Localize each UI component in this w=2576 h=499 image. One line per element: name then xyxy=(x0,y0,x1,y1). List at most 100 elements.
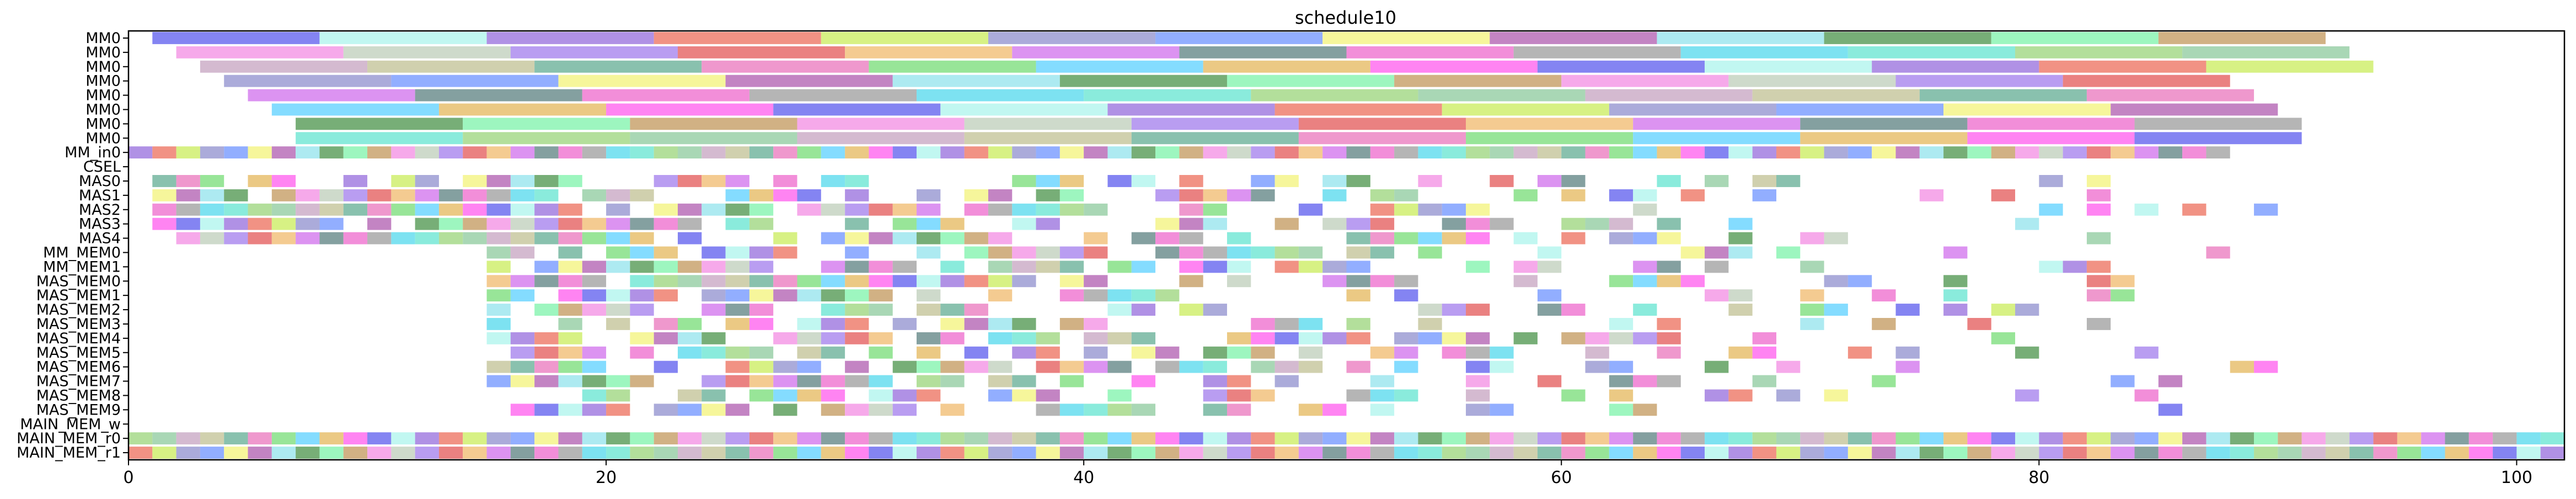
task-bar xyxy=(630,146,654,159)
task-bar xyxy=(1991,146,2016,159)
task-bar xyxy=(510,332,535,344)
y-tick-label: MM0 xyxy=(85,73,121,90)
task-bar xyxy=(1346,175,1370,187)
task-bar xyxy=(1633,203,1657,216)
task-bar xyxy=(296,189,320,201)
task-bar xyxy=(1322,447,1347,459)
task-bar xyxy=(1012,447,1036,459)
task-bar xyxy=(1800,118,1968,130)
y-tick-label: MM0 xyxy=(85,115,121,132)
task-bar xyxy=(1251,432,1275,445)
task-bar xyxy=(1394,447,1418,459)
task-bar xyxy=(534,60,702,73)
task-bar xyxy=(940,447,965,459)
task-bar xyxy=(1227,146,1251,159)
task-bar xyxy=(438,232,463,245)
task-bar xyxy=(701,346,726,359)
task-bar xyxy=(1442,217,1466,230)
task-bar xyxy=(892,318,917,330)
task-bar xyxy=(725,203,749,216)
task-bar xyxy=(1012,389,1036,402)
task-bar xyxy=(1442,103,1609,116)
task-bar xyxy=(1155,189,1180,201)
task-bar xyxy=(510,146,535,159)
task-bar xyxy=(797,389,821,402)
task-bar xyxy=(1657,261,1681,273)
task-bar xyxy=(773,289,797,302)
task-bar xyxy=(725,404,749,416)
task-bar xyxy=(749,389,774,402)
task-bar xyxy=(606,246,630,259)
task-bar xyxy=(1633,404,1657,416)
task-bar xyxy=(1203,146,1227,159)
task-bar xyxy=(224,75,392,87)
task-bar xyxy=(1298,246,1323,259)
task-bar xyxy=(2039,175,2063,187)
task-bar xyxy=(797,318,821,330)
task-bar xyxy=(2134,118,2302,130)
task-bar xyxy=(1776,146,1801,159)
task-bar xyxy=(1084,432,1108,445)
task-bar xyxy=(1824,304,1848,316)
task-bar xyxy=(1537,60,1705,73)
task-bar xyxy=(2134,146,2159,159)
task-bar xyxy=(821,275,845,288)
task-bar xyxy=(1490,346,1514,359)
task-bar xyxy=(1561,304,1586,316)
y-tick-label: MM0 xyxy=(85,130,121,147)
task-bar xyxy=(319,432,344,445)
task-bar xyxy=(654,217,678,230)
task-bar xyxy=(1322,32,1490,44)
task-bar xyxy=(1346,232,1370,245)
task-bar xyxy=(1776,389,1801,402)
task-bar xyxy=(1251,89,1418,102)
task-bar xyxy=(845,217,869,230)
task-bar xyxy=(677,318,702,330)
task-bar xyxy=(415,432,439,445)
task-bar xyxy=(725,432,749,445)
task-bar xyxy=(1513,146,1538,159)
task-bar xyxy=(438,146,463,159)
task-bar xyxy=(1609,103,1776,116)
task-bar xyxy=(845,46,1013,59)
task-bar xyxy=(1131,432,1156,445)
task-bar xyxy=(1346,432,1370,445)
task-bar xyxy=(2230,447,2254,459)
task-bar xyxy=(1274,261,1299,273)
task-bar xyxy=(725,261,749,273)
task-bar xyxy=(1609,275,1634,288)
task-bar xyxy=(1537,246,1562,259)
task-bar xyxy=(2278,432,2302,445)
task-bar xyxy=(1036,146,1060,159)
task-bar xyxy=(176,217,200,230)
task-bar xyxy=(988,32,1156,44)
task-bar xyxy=(486,375,511,387)
task-bar xyxy=(677,232,702,245)
task-bar xyxy=(917,146,941,159)
task-bar xyxy=(797,375,821,387)
task-bar xyxy=(200,203,224,216)
y-tick-label: MAS0 xyxy=(79,173,121,190)
x-tick-label: 100 xyxy=(2501,468,2532,487)
task-bar xyxy=(630,375,654,387)
task-bar xyxy=(1155,146,1180,159)
task-bar xyxy=(988,360,1013,373)
task-bar xyxy=(630,261,654,273)
task-bar xyxy=(845,360,869,373)
task-bar xyxy=(510,175,535,187)
task-bar xyxy=(2111,432,2135,445)
task-bar xyxy=(1227,261,1251,273)
task-bar xyxy=(534,375,559,387)
task-bar xyxy=(1705,60,1872,73)
y-tick-label: MAS_MEM6 xyxy=(36,359,121,376)
task-bar xyxy=(654,432,678,445)
task-bar xyxy=(1847,275,1872,288)
y-tick-label: MAS_MEM2 xyxy=(36,301,121,318)
task-bar xyxy=(152,447,176,459)
task-bar xyxy=(2063,75,2230,87)
task-bar xyxy=(319,232,344,245)
task-bar xyxy=(725,289,749,302)
task-bar xyxy=(869,232,893,245)
task-bar xyxy=(892,447,917,459)
task-bar xyxy=(558,447,582,459)
